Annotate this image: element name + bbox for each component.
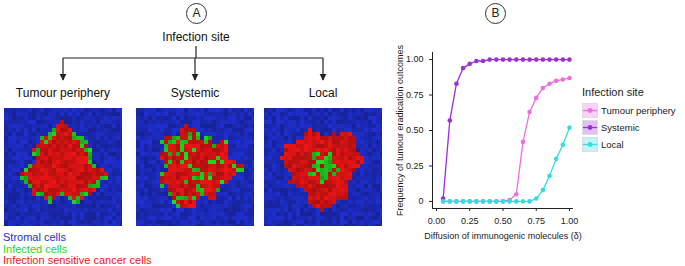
svg-text:1.00: 1.00 (406, 54, 424, 64)
svg-text:Local: Local (309, 86, 338, 100)
html-text:Tumour periphery: Tumour periphery (601, 105, 676, 116)
svg-text:Systemic: Systemic (171, 86, 220, 100)
html-text:Local: Local (601, 139, 624, 150)
svg-text:0.75: 0.75 (406, 90, 424, 100)
html-text:A: A (192, 6, 201, 20)
svg-text:0.25: 0.25 (461, 216, 479, 226)
svg-text:Infected cells: Infected cells (3, 243, 68, 255)
html-text:B: B (491, 6, 500, 20)
svg-text:0.50: 0.50 (494, 216, 512, 226)
svg-text:Infection site: Infection site (162, 30, 230, 44)
svg-text:Tumour periphery: Tumour periphery (16, 86, 110, 100)
svg-text:0.75: 0.75 (527, 216, 545, 226)
html-text:Infection site: Infection site (582, 86, 644, 98)
svg-text:0.25: 0.25 (406, 161, 424, 171)
svg-text:Diffusion of immunogenic molec: Diffusion of immunogenic molecules (δ) (424, 231, 581, 241)
svg-text:0.50: 0.50 (406, 125, 424, 135)
svg-text:Frequency of tumour eradicatio: Frequency of tumour eradication outcomes (395, 44, 405, 216)
svg-text:0: 0 (418, 196, 423, 206)
svg-text:0.00: 0.00 (428, 216, 446, 226)
svg-text:1.00: 1.00 (561, 216, 579, 226)
svg-text:Stromal cells: Stromal cells (3, 231, 66, 243)
svg-text:Infection sensitive cancer cel: Infection sensitive cancer cells (3, 254, 152, 266)
html-text:Systemic: Systemic (601, 122, 640, 133)
